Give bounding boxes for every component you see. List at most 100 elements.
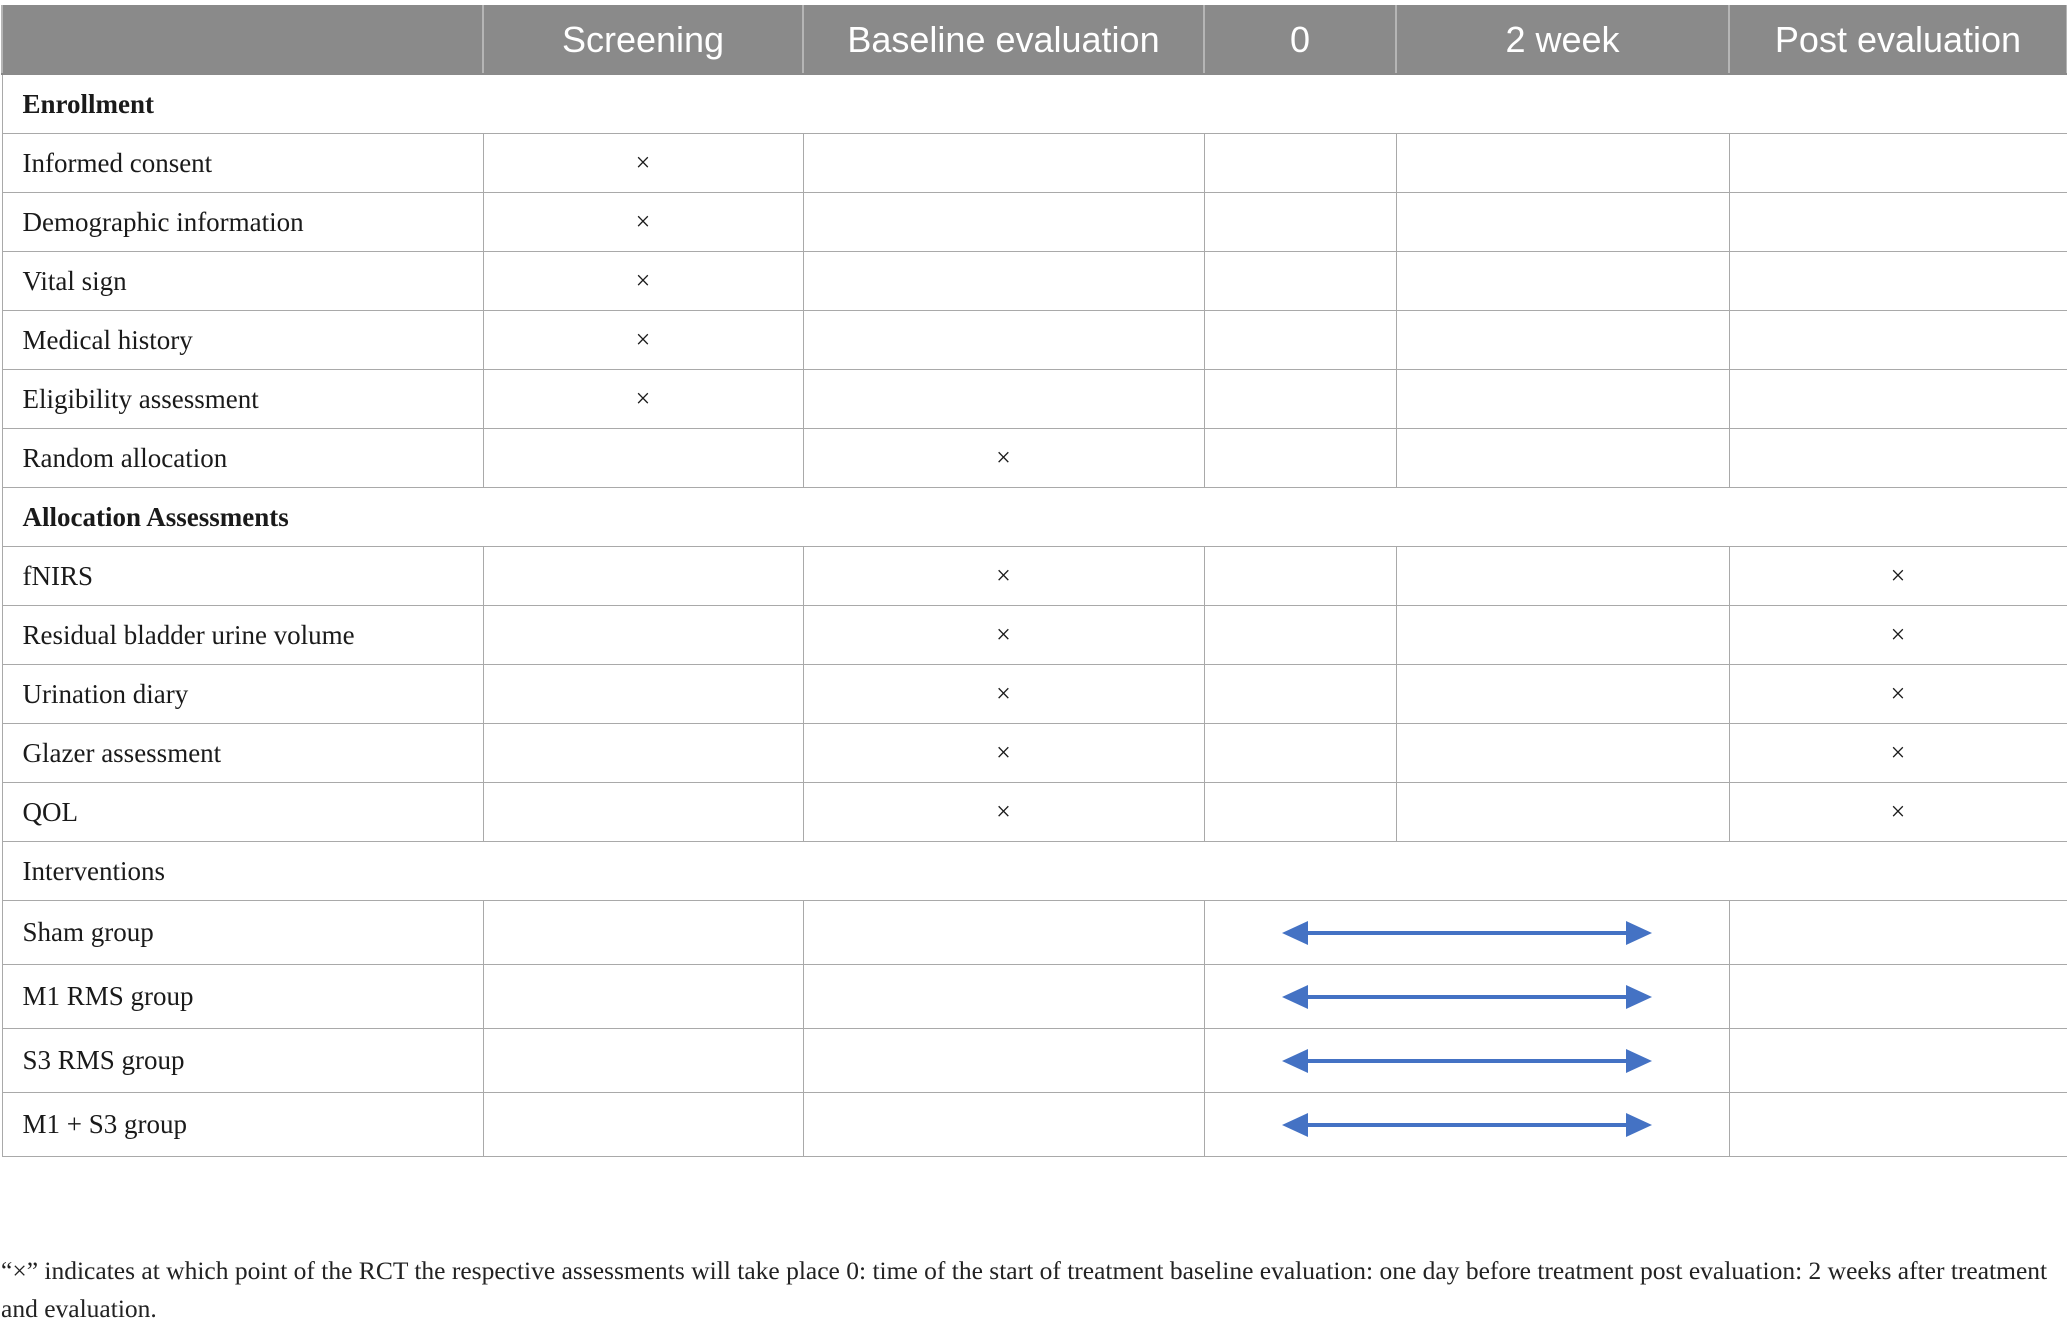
section-title: Allocation Assessments (1, 487, 2067, 547)
mark-cell: × (802, 428, 1205, 488)
mark-cell: × (1728, 664, 2067, 724)
mark-cell (1728, 251, 2067, 311)
row-label: Informed consent (1, 133, 484, 193)
mark-cell (482, 605, 804, 665)
schedule-table: Screening Baseline evaluation 0 2 week P… (1, 5, 2067, 1157)
mark-cell (1395, 133, 1730, 193)
mark-cell: × (482, 192, 804, 252)
header-blank (1, 5, 484, 75)
mark-cell: × (802, 723, 1205, 783)
mark-cell (1395, 428, 1730, 488)
mark-cell (1203, 723, 1397, 783)
treatment-period-arrow-cell (1203, 1092, 1730, 1157)
treatment-period-arrow-cell (1203, 964, 1730, 1029)
double-arrow-icon (1281, 984, 1652, 1009)
header-time-zero: 0 (1203, 5, 1397, 75)
table-row: fNIRS × × (1, 546, 2067, 606)
double-arrow-icon (1281, 920, 1652, 945)
mark-cell (482, 546, 804, 606)
empty-cell (802, 964, 1205, 1029)
row-label: Sham group (1, 900, 484, 965)
mark-cell (802, 192, 1205, 252)
section-title: Enrollment (1, 73, 2067, 134)
mark-cell: × (802, 782, 1205, 842)
header-two-week: 2 week (1395, 5, 1730, 75)
mark-cell (802, 369, 1205, 429)
mark-cell (1203, 428, 1397, 488)
treatment-period-arrow-cell (1203, 900, 1730, 965)
header-row: Screening Baseline evaluation 0 2 week P… (1, 5, 2067, 75)
empty-cell (482, 1028, 804, 1093)
mark-cell: × (1728, 546, 2067, 606)
mark-cell (1395, 369, 1730, 429)
mark-cell (482, 664, 804, 724)
empty-cell (1728, 1028, 2067, 1093)
empty-cell (1728, 900, 2067, 965)
mark-cell (1395, 192, 1730, 252)
row-label: Medical history (1, 310, 484, 370)
section-interventions: Interventions (1, 841, 2067, 901)
row-label: Demographic information (1, 192, 484, 252)
row-label: QOL (1, 782, 484, 842)
mark-cell (1203, 369, 1397, 429)
mark-cell (1728, 369, 2067, 429)
mark-cell: × (482, 133, 804, 193)
mark-cell: × (1728, 723, 2067, 783)
mark-cell (1395, 605, 1730, 665)
table-row: S3 RMS group (1, 1028, 2067, 1093)
row-label: Glazer assessment (1, 723, 484, 783)
empty-cell (802, 1028, 1205, 1093)
table-row: M1 + S3 group (1, 1092, 2067, 1157)
mark-cell (1395, 782, 1730, 842)
table-row: Informed consent × (1, 133, 2067, 193)
table-row: Sham group (1, 900, 2067, 965)
mark-cell (1203, 251, 1397, 311)
section-allocation-assessments: Allocation Assessments (1, 487, 2067, 547)
table-footnote: “×” indicates at which point of the RCT … (1, 1256, 2048, 1323)
double-arrow-icon (1281, 1048, 1652, 1073)
row-label: Random allocation (1, 428, 484, 488)
header-post-evaluation: Post evaluation (1728, 5, 2067, 75)
row-label: S3 RMS group (1, 1028, 484, 1093)
mark-cell (1203, 192, 1397, 252)
mark-cell (1395, 664, 1730, 724)
mark-cell (1395, 546, 1730, 606)
mark-cell (1203, 546, 1397, 606)
mark-cell (802, 133, 1205, 193)
mark-cell (1728, 192, 2067, 252)
mark-cell: × (802, 546, 1205, 606)
table-row: Vital sign × (1, 251, 2067, 311)
table-row: QOL × × (1, 782, 2067, 842)
mark-cell (1395, 310, 1730, 370)
mark-cell: × (482, 369, 804, 429)
mark-cell (1203, 664, 1397, 724)
mark-cell (1728, 428, 2067, 488)
row-label: Urination diary (1, 664, 484, 724)
table-row: Urination diary × × (1, 664, 2067, 724)
mark-cell (1203, 310, 1397, 370)
table-row: Glazer assessment × × (1, 723, 2067, 783)
mark-cell: × (482, 251, 804, 311)
empty-cell (482, 1092, 804, 1157)
empty-cell (482, 964, 804, 1029)
mark-cell (1728, 133, 2067, 193)
mark-cell: × (802, 664, 1205, 724)
row-label: fNIRS (1, 546, 484, 606)
header-baseline-evaluation: Baseline evaluation (802, 5, 1205, 75)
table-row: M1 RMS group (1, 964, 2067, 1029)
mark-cell: × (482, 310, 804, 370)
mark-cell (802, 310, 1205, 370)
treatment-period-arrow-cell (1203, 1028, 1730, 1093)
empty-cell (1728, 964, 2067, 1029)
mark-cell: × (1728, 782, 2067, 842)
mark-cell (482, 723, 804, 783)
table-row: Medical history × (1, 310, 2067, 370)
mark-cell (482, 428, 804, 488)
double-arrow-icon (1281, 1112, 1652, 1137)
empty-cell (802, 1092, 1205, 1157)
row-label: M1 RMS group (1, 964, 484, 1029)
mark-cell (802, 251, 1205, 311)
mark-cell (1203, 782, 1397, 842)
mark-cell (482, 782, 804, 842)
empty-cell (1728, 1092, 2067, 1157)
